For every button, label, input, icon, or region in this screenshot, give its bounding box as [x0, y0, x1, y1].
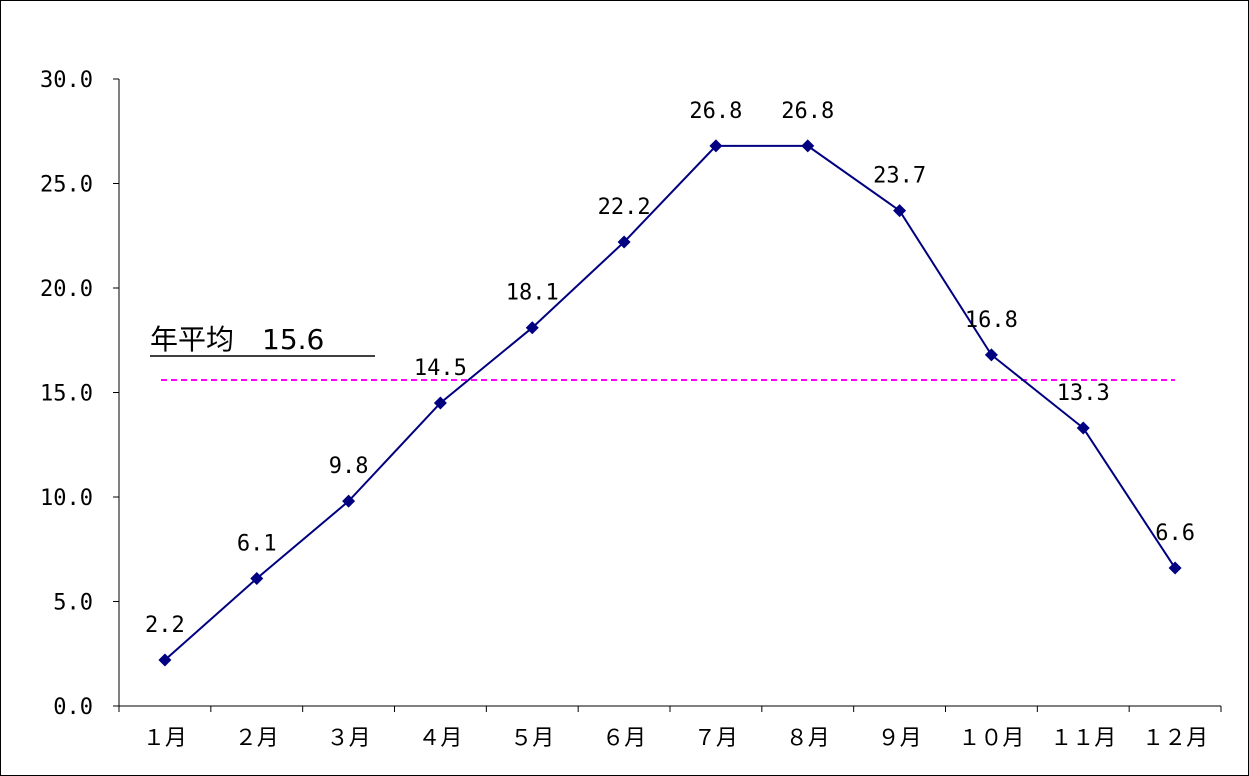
x-tick-label: ９月	[878, 726, 922, 751]
data-point-marker	[709, 139, 723, 153]
x-tick-label: ７月	[694, 726, 738, 751]
y-tick-label: 30.0	[40, 68, 93, 93]
data-label: 16.8	[965, 308, 1018, 333]
x-tick-label: ５月	[510, 726, 554, 751]
y-tick-label: 0.0	[53, 695, 93, 720]
data-label: 23.7	[873, 164, 926, 189]
x-tick-label: ６月	[602, 726, 646, 751]
data-point-marker	[158, 653, 172, 667]
series-group	[158, 139, 1182, 667]
data-point-marker	[433, 396, 447, 410]
y-axis: 0.0 5.0 10.0 15.0 20.0 25.0 30.0	[40, 68, 120, 720]
data-point-marker	[525, 321, 539, 335]
data-label: 6.1	[237, 532, 277, 557]
series-line	[164, 144, 1176, 661]
data-label: 26.8	[781, 99, 834, 124]
x-axis: １月 ２月 ３月 ４月 ５月 ６月 ７月 ８月 ９月 １０月 １１月 １２月	[118, 705, 1222, 751]
y-tick-label: 20.0	[40, 277, 93, 302]
data-labels: 2.2 6.1 9.8 14.5 18.1 22.2 26.8 26.8 23.7 16.8 13.…	[145, 99, 1195, 638]
x-tick-label: ２月	[235, 726, 279, 751]
data-label: 6.6	[1155, 521, 1195, 546]
data-label: 13.3	[1057, 381, 1110, 406]
y-tick-label: 10.0	[40, 486, 93, 511]
x-tick-label: １０月	[958, 726, 1024, 751]
data-label: 18.1	[506, 281, 559, 306]
x-tick-label: ８月	[786, 726, 830, 751]
data-point-marker	[984, 348, 998, 362]
data-label: 22.2	[598, 195, 651, 220]
data-point-marker	[250, 572, 264, 586]
average-label: 年平均 15.6	[150, 323, 324, 356]
x-tick-label: １１月	[1050, 726, 1116, 751]
data-point-marker	[1168, 561, 1182, 575]
x-tick-label: ４月	[418, 726, 462, 751]
data-point-marker	[893, 204, 907, 218]
x-tick-label: １２月	[1142, 726, 1208, 751]
y-tick-label: 25.0	[40, 173, 93, 198]
data-point-marker	[342, 494, 356, 508]
average-group: 年平均 15.6	[150, 323, 1175, 381]
y-tick-label: 15.0	[40, 382, 93, 407]
x-tick-label: ３月	[327, 726, 371, 751]
x-tick-label: １月	[143, 726, 187, 751]
data-point-marker	[1076, 421, 1090, 435]
y-tick-label: 5.0	[53, 591, 93, 616]
data-point-marker	[617, 235, 631, 249]
data-label: 26.8	[689, 99, 742, 124]
data-label: 9.8	[329, 454, 369, 479]
data-point-marker	[801, 139, 815, 153]
data-label: 14.5	[414, 356, 467, 381]
data-label: 2.2	[145, 613, 185, 638]
